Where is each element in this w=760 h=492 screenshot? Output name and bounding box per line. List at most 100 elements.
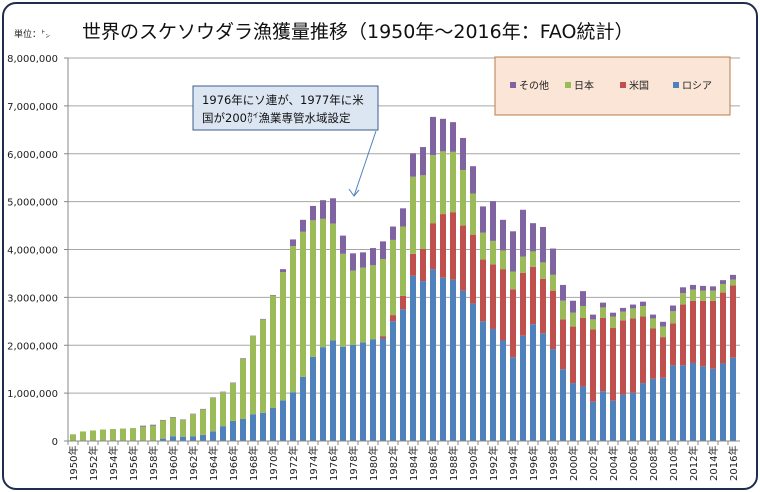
bar-usa-1992: [490, 264, 496, 329]
bar-usa-2002: [590, 329, 596, 402]
bar-russia-1994: [510, 357, 516, 441]
bar-japan-2007: [640, 305, 646, 317]
bar-japan-1992: [490, 240, 496, 265]
bar-russia-2014: [710, 368, 716, 441]
bar-usa-1989: [460, 225, 466, 291]
bar-russia-1964: [210, 431, 216, 441]
x-tick-label: 1996年: [527, 446, 540, 481]
bar-japan-1989: [460, 170, 466, 226]
bar-other-2007: [640, 301, 646, 306]
arrow-head-icon: [348, 188, 360, 197]
bar-other-1994: [510, 231, 516, 272]
bar-japan-1965: [220, 392, 226, 427]
bar-japan-1970: [270, 295, 276, 408]
bar-russia-2008: [650, 378, 656, 441]
bar-japan-1981: [380, 259, 386, 337]
x-tick-label: 1956年: [127, 446, 140, 481]
x-tick-label: 2000年: [567, 446, 580, 481]
bar-other-1986: [430, 116, 436, 156]
x-tick-label: 1982年: [387, 446, 400, 481]
bar-usa-1994: [510, 289, 516, 358]
bar-japan-2011: [680, 293, 686, 305]
chart-title: 世界のスケソウダラ漁獲量推移（1950年～2016年：FAO統計）: [82, 21, 634, 43]
y-tick-label: 2,000,000: [7, 341, 58, 352]
bar-other-1958: [150, 424, 156, 426]
bar-japan-1969: [260, 319, 266, 413]
bar-russia-2006: [630, 392, 636, 441]
bar-other-1993: [500, 219, 506, 251]
bar-russia-1979: [360, 342, 366, 441]
bar-usa-2016: [730, 285, 736, 358]
bar-japan-1990: [470, 193, 476, 235]
bar-japan-1982: [390, 239, 396, 316]
bar-russia-1993: [500, 340, 506, 441]
bar-russia-2011: [680, 365, 686, 441]
bar-other-1979: [360, 252, 366, 268]
bar-japan-1951: [80, 431, 86, 441]
bar-other-2014: [710, 286, 716, 291]
bar-other-2000: [570, 300, 576, 313]
x-tick-label: 1998年: [547, 446, 560, 481]
bar-other-1972: [290, 239, 296, 247]
bar-other-2009: [660, 321, 666, 327]
x-tick-label: 2014年: [707, 446, 720, 481]
x-tick-label: 1972年: [287, 446, 300, 481]
bar-japan-1983: [400, 226, 406, 296]
bar-russia-1966: [230, 420, 236, 441]
bar-usa-2006: [630, 318, 636, 393]
x-tick-label: 1978年: [347, 446, 360, 481]
annotation-line-1: 1976年にソ連が、1977年に米: [202, 93, 364, 107]
bar-other-2013: [700, 285, 706, 291]
bar-russia-1984: [410, 275, 416, 441]
bar-usa-2001: [580, 317, 586, 387]
bar-japan-2003: [600, 307, 606, 318]
x-tick-label: 1966年: [227, 446, 240, 481]
bar-russia-1983: [400, 309, 406, 441]
bar-russia-2007: [640, 383, 646, 441]
bar-russia-1999: [560, 369, 566, 441]
bar-japan-2016: [730, 279, 736, 286]
bar-japan-1975: [320, 218, 326, 348]
bar-japan-1973: [300, 231, 306, 377]
x-tick-label: 1964年: [207, 446, 220, 481]
bar-russia-1973: [300, 376, 306, 441]
bar-usa-1985: [420, 249, 426, 282]
bar-other-1981: [380, 241, 386, 260]
bar-other-1977: [340, 235, 346, 254]
bar-usa-1988: [450, 212, 456, 280]
bar-japan-2000: [570, 312, 576, 327]
unit-label: 単位：㌧: [14, 28, 50, 40]
bar-japan-1968: [250, 336, 256, 415]
y-tick-label: 5,000,000: [7, 198, 58, 209]
bar-other-1989: [460, 137, 466, 171]
bar-russia-1978: [350, 344, 356, 441]
bar-russia-1965: [220, 426, 226, 441]
bar-japan-1963: [200, 409, 206, 435]
bar-russia-2009: [660, 377, 666, 441]
bar-russia-1970: [270, 407, 276, 441]
bar-other-1973: [300, 219, 306, 232]
bar-russia-2013: [700, 366, 706, 441]
bar-other-2015: [720, 280, 726, 284]
bar-other-2016: [730, 274, 736, 280]
x-tick-label: 1990年: [467, 446, 480, 481]
bar-japan-1956: [130, 428, 136, 441]
bar-japan-1955: [120, 428, 126, 441]
bar-usa-1999: [560, 319, 566, 370]
bar-japan-1998: [550, 274, 556, 291]
bar-japan-1953: [100, 429, 106, 441]
x-tick-label: 1962年: [187, 446, 200, 481]
bar-japan-2014: [710, 290, 716, 301]
bar-japan-1972: [290, 246, 296, 393]
x-tick-label: 1976年: [327, 446, 340, 481]
x-tick-label: 1970年: [267, 446, 280, 481]
bar-russia-1992: [490, 328, 496, 441]
bar-usa-2009: [660, 337, 666, 378]
x-tick-label: 1950年: [67, 446, 80, 481]
x-tick-label: 2002年: [587, 446, 600, 481]
x-tick-label: 1968年: [247, 446, 260, 481]
bar-usa-2003: [600, 317, 606, 392]
bar-russia-1996: [530, 324, 536, 441]
bar-other-1992: [490, 201, 496, 241]
x-tick-label: 2016年: [727, 446, 740, 481]
